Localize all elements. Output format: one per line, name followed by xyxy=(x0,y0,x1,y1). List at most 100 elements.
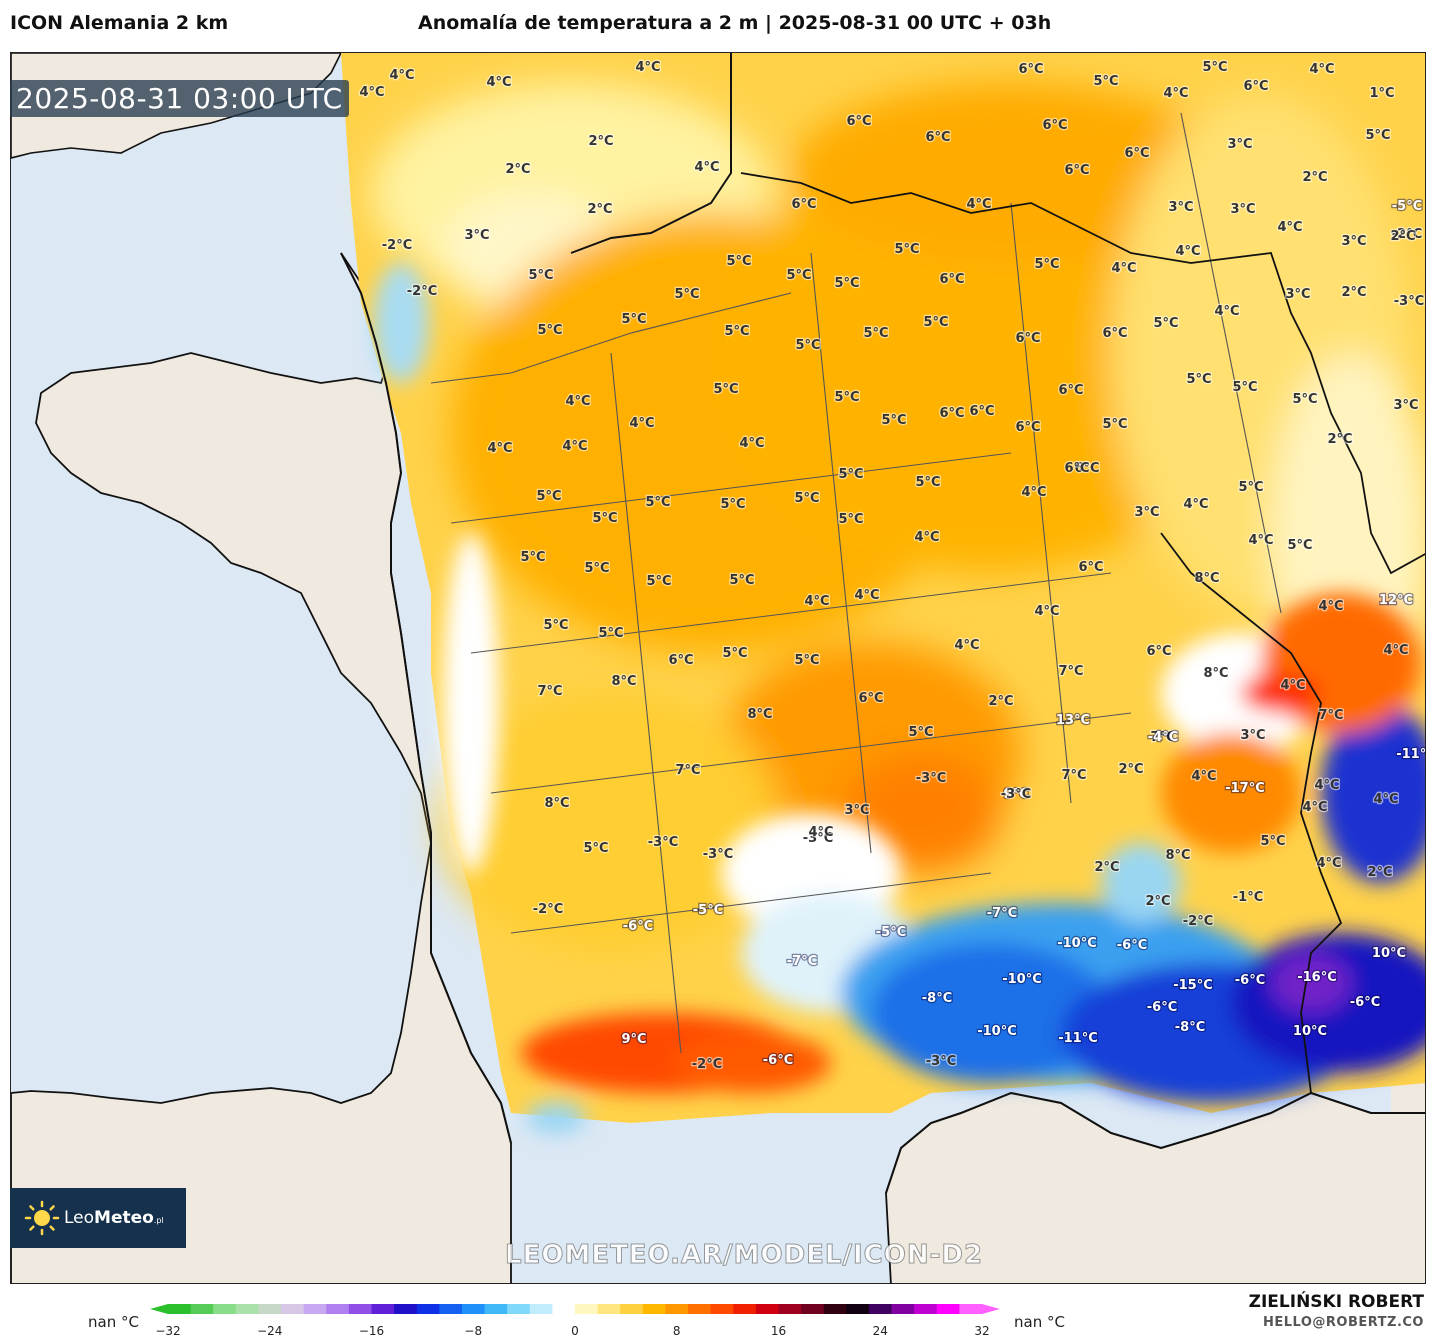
anomaly-label: -11°C xyxy=(1396,747,1426,762)
anomaly-label: -10°C xyxy=(1057,936,1097,951)
anomaly-label: 4°C xyxy=(694,160,719,175)
anomaly-label: 5°C xyxy=(834,390,859,405)
anomaly-label: 6°C xyxy=(1015,420,1040,435)
anomaly-label: 5°C xyxy=(1292,392,1317,407)
colorbar-cell xyxy=(168,1304,192,1314)
anomaly-label: -6°C xyxy=(763,1053,793,1068)
anomaly-label: 5°C xyxy=(1260,834,1285,849)
anomaly-label: 5°C xyxy=(915,475,940,490)
anomaly-label: 5°C xyxy=(724,324,749,339)
sun-icon xyxy=(24,1200,60,1236)
watermark-url: LEOMETEO.AR/MODEL/ICON-D2 xyxy=(504,1240,984,1271)
anomaly-label: -8°C xyxy=(922,991,952,1006)
anomaly-label: 6°C xyxy=(1102,326,1127,341)
anomaly-label: 10°C xyxy=(1293,1024,1327,1039)
anomaly-label: -2°C xyxy=(407,284,437,299)
leometeo-logo: LeoMeteo.pl xyxy=(10,1188,186,1248)
anomaly-label: 4°C xyxy=(389,68,414,83)
anomaly-label: 12°C xyxy=(1379,593,1413,608)
anomaly-label: 3°C xyxy=(1285,287,1310,302)
anomaly-label: 4°C xyxy=(1373,792,1398,807)
admin-borders xyxy=(430,112,1282,1054)
anomaly-label: 8°C xyxy=(747,707,772,722)
colorbar-right-arrow xyxy=(982,1304,1000,1314)
anomaly-label: -15°C xyxy=(1173,978,1213,993)
anomaly-label: -2°C xyxy=(1183,914,1213,929)
anomaly-label: -6°C xyxy=(1117,938,1147,953)
anomaly-label: -10°C xyxy=(977,1024,1017,1039)
colorbar-cell xyxy=(846,1304,870,1314)
legend-tick: 32 xyxy=(974,1324,990,1338)
anomaly-label: 5°C xyxy=(863,326,888,341)
anomaly-label: 5°C xyxy=(674,287,699,302)
anomaly-label: 4°C xyxy=(854,588,879,603)
anomaly-label: 6°C xyxy=(846,114,871,129)
anomaly-label: -10°C xyxy=(1002,972,1042,987)
anomaly-label: 5°C xyxy=(908,725,933,740)
anomaly-label: -8°C xyxy=(1175,1020,1205,1035)
anomaly-label: -11°C xyxy=(1058,1031,1098,1046)
legend-nan-right: nan °C xyxy=(1014,1313,1065,1331)
anomaly-label: 4°C xyxy=(1214,304,1239,319)
anomaly-label: -2°C xyxy=(692,1057,722,1072)
anomaly-label: 3°C xyxy=(464,228,489,243)
anomaly-label: 5°C xyxy=(881,413,906,428)
anomaly-label: 5°C xyxy=(794,653,819,668)
anomaly-label: -6°C xyxy=(1350,995,1380,1010)
colorbar-cell xyxy=(620,1304,644,1314)
anomaly-label: -7°C xyxy=(787,954,817,969)
anomaly-label: 6°C xyxy=(1074,461,1099,476)
colorbar-cell xyxy=(778,1304,802,1314)
anomaly-label: 2°C xyxy=(588,134,613,149)
legend-tick: 0 xyxy=(571,1324,579,1338)
anomaly-label: -3°C xyxy=(1394,294,1424,309)
colorbar-cell xyxy=(348,1304,372,1314)
anomaly-label: 5°C xyxy=(834,276,859,291)
colorbar-cell xyxy=(507,1304,531,1314)
anomaly-label: 5°C xyxy=(1034,257,1059,272)
colorbar-cell xyxy=(258,1304,282,1314)
anomaly-label: 6°C xyxy=(1015,331,1040,346)
anomaly-label: 13°C xyxy=(1056,713,1090,728)
anomaly-label: 5°C xyxy=(520,550,545,565)
anomaly-label: 5°C xyxy=(894,242,919,257)
colorbar-cell xyxy=(213,1304,237,1314)
anomaly-label: 6°C xyxy=(939,406,964,421)
anomaly-label: -2°C xyxy=(533,902,563,917)
anomaly-label: 5°C xyxy=(1202,60,1227,75)
anomaly-label: 2°C xyxy=(1302,170,1327,185)
anomaly-label: -5°C xyxy=(693,903,723,918)
anomaly-label: -1°C xyxy=(1233,890,1263,905)
anomaly-label: 5°C xyxy=(713,382,738,397)
anomaly-label: 2°C xyxy=(1390,229,1415,244)
country-borders xyxy=(740,172,1425,1094)
anomaly-label: 5°C xyxy=(1365,128,1390,143)
anomaly-label: 6°C xyxy=(969,404,994,419)
legend-tick: −16 xyxy=(358,1324,385,1338)
anomaly-label: 3°C xyxy=(844,803,869,818)
anomaly-label: 7°C xyxy=(675,763,700,778)
anomaly-label: -5°C xyxy=(876,925,906,940)
colorbar-cell xyxy=(823,1304,847,1314)
colorbar-cell xyxy=(755,1304,779,1314)
colorbar-cell xyxy=(959,1304,983,1314)
anomaly-label: 6°C xyxy=(791,197,816,212)
legend-colorbar xyxy=(150,1304,1000,1314)
anomaly-label: 7°C xyxy=(1318,708,1343,723)
legend-tick: 24 xyxy=(872,1324,888,1338)
anomaly-label: 5°C xyxy=(583,841,608,856)
anomaly-label: 9°C xyxy=(621,1032,646,1047)
anomaly-label: 6°C xyxy=(668,653,693,668)
anomaly-label: -3°C xyxy=(926,1054,956,1069)
anomaly-label: -2°C xyxy=(382,238,412,253)
anomaly-label: -3°C xyxy=(648,835,678,850)
legend-tick: 16 xyxy=(770,1324,787,1338)
anomaly-label: 4°C xyxy=(1183,497,1208,512)
anomaly-label: 5°C xyxy=(923,315,948,330)
colorbar-cell xyxy=(371,1304,395,1314)
colorbar-cell xyxy=(281,1304,305,1314)
map-title: Anomalía de temperatura a 2 m | 2025-08-… xyxy=(418,12,1052,34)
colorbar-left-arrow xyxy=(150,1304,168,1314)
anomaly-label: 6°C xyxy=(925,130,950,145)
anomaly-label: 6°C xyxy=(1064,461,1089,476)
